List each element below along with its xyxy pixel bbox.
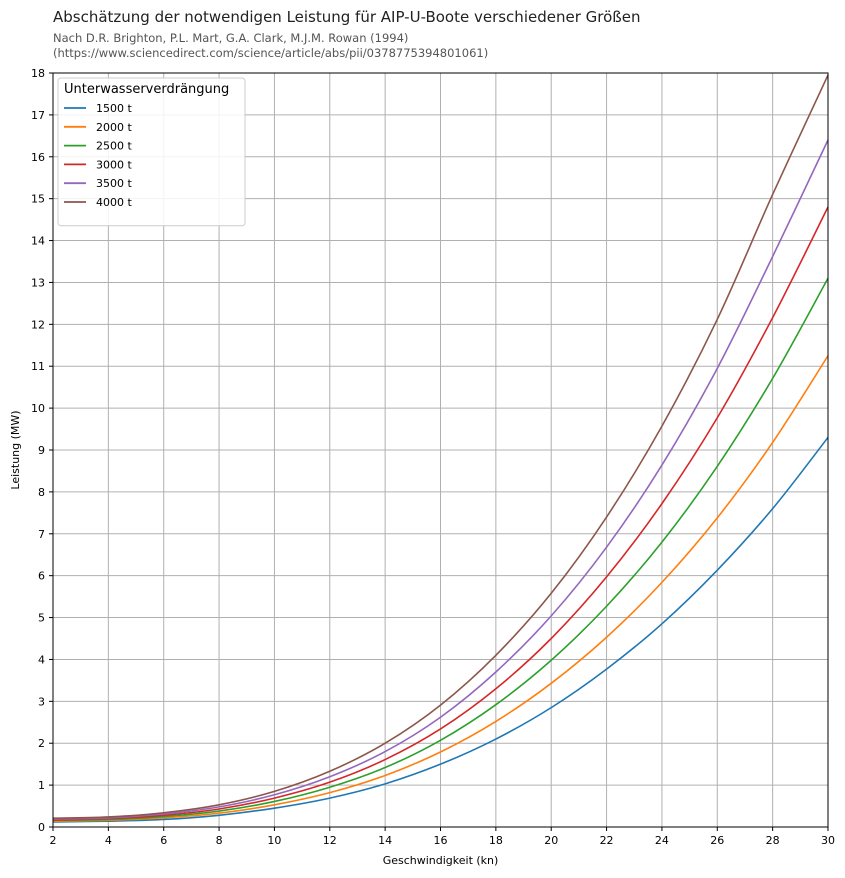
legend-label: 3500 t — [96, 177, 132, 190]
legend-items: 1500 t 2000 t 2500 t 3000 t 3500 t 4000 t — [64, 102, 132, 209]
series-line-2000-t — [52, 355, 829, 822]
x-tick-label: 30 — [821, 834, 835, 847]
y-tick-label: 16 — [31, 151, 45, 164]
x-tick-label: 28 — [766, 834, 780, 847]
legend: Unterwasserverdrängung 1500 t 2000 t 2500 … — [57, 77, 246, 227]
x-tick-label: 6 — [160, 834, 167, 847]
legend-label: 1500 t — [96, 102, 132, 115]
axis-ticks: 2 4 6 8 10 12 14 16 18 20 22 24 26 28 3001234567891011… — [31, 67, 835, 847]
legend-label: 3000 t — [96, 158, 132, 171]
y-tick-label: 18 — [31, 67, 45, 80]
series-line-1500-t — [52, 436, 829, 823]
x-axis-label: Geschwindigkeit (kn) — [383, 854, 499, 867]
y-tick-label: 7 — [38, 528, 45, 541]
x-tick-label: 14 — [378, 834, 392, 847]
y-tick-label: 1 — [38, 779, 45, 792]
legend-box — [57, 77, 246, 227]
x-tick-label: 16 — [434, 834, 448, 847]
x-tick-label: 18 — [489, 834, 503, 847]
y-tick-label: 13 — [31, 276, 45, 289]
legend-title: Unterwasserverdrängung — [64, 82, 229, 97]
y-tick-label: 8 — [38, 486, 45, 499]
x-tick-label: 4 — [105, 834, 112, 847]
y-tick-label: 6 — [38, 570, 45, 583]
series-line-2500-t — [52, 277, 829, 822]
y-tick-label: 2 — [38, 737, 45, 750]
x-tick-label: 2 — [50, 834, 57, 847]
x-tick-label: 12 — [323, 834, 337, 847]
x-tick-label: 20 — [544, 834, 558, 847]
y-tick-label: 10 — [31, 402, 45, 415]
chart-subtitle-authors: Nach D.R. Brighton, P.L. Mart, G.A. Clar… — [53, 31, 409, 45]
chart-subtitle-url: (https://www.sciencedirect.com/science/a… — [53, 46, 489, 60]
series-line-3500-t — [52, 139, 829, 820]
y-tick-label: 11 — [31, 360, 45, 373]
y-tick-label: 3 — [38, 695, 45, 708]
legend-label: 2500 t — [96, 140, 132, 153]
legend-label: 2000 t — [96, 121, 132, 134]
x-tick-label: 26 — [710, 834, 724, 847]
y-tick-label: 9 — [38, 444, 45, 457]
y-tick-label: 15 — [31, 193, 45, 206]
y-axis-label: Leistung (MW) — [9, 410, 22, 489]
legend-label: 4000 t — [96, 196, 132, 209]
y-tick-label: 0 — [38, 821, 45, 834]
chart-title: Abschätzung der notwendigen Leistung für… — [53, 8, 641, 26]
y-tick-label: 17 — [31, 109, 45, 122]
y-tick-label: 5 — [38, 612, 45, 625]
x-tick-label: 10 — [267, 834, 281, 847]
y-tick-label: 4 — [38, 653, 45, 666]
y-tick-label: 14 — [31, 235, 45, 248]
series-line-3000-t — [52, 206, 829, 821]
y-tick-label: 12 — [31, 318, 45, 331]
series-lines — [52, 74, 829, 823]
series-line-4000-t — [52, 74, 829, 819]
x-tick-label: 24 — [655, 834, 669, 847]
x-tick-label: 22 — [600, 834, 614, 847]
x-tick-label: 8 — [216, 834, 223, 847]
